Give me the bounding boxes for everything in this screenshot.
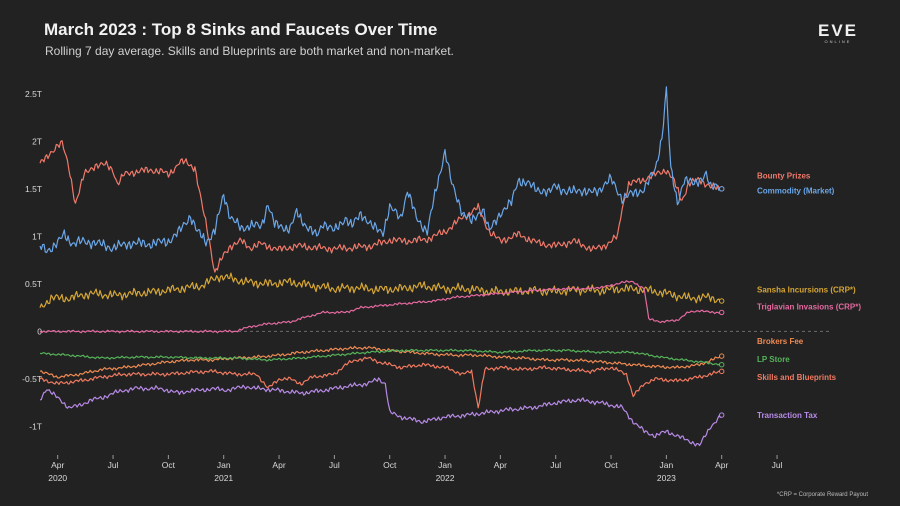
x-year-label: 2023 — [657, 473, 676, 483]
series-end-marker — [719, 353, 725, 359]
x-tick-label: Jan — [438, 460, 452, 470]
y-tick-label: 2.5T — [25, 89, 42, 99]
footnote: *CRP = Corporate Reward Payout — [776, 492, 868, 498]
x-year-label: 2020 — [48, 473, 67, 483]
y-tick-label: -0.5T — [22, 374, 42, 384]
series-end-marker — [719, 186, 725, 192]
chart-subtitle: Rolling 7 day average. Skills and Bluepr… — [45, 44, 454, 58]
x-tick-label: Jan — [660, 460, 674, 470]
series-line — [39, 356, 722, 409]
series-label: Triglavian Invasions (CRP*) — [757, 303, 861, 312]
x-year-label: 2021 — [214, 473, 233, 483]
series-end-marker — [719, 298, 725, 304]
x-tick-label: Jul — [329, 460, 340, 470]
x-tick-label: Apr — [51, 460, 64, 470]
series-line — [39, 272, 723, 308]
series-line — [39, 345, 722, 379]
x-tick-label: Oct — [604, 460, 618, 470]
x-tick-label: Apr — [494, 460, 507, 470]
x-tick-label: Oct — [383, 460, 397, 470]
series-label: LP Store — [757, 355, 790, 364]
y-tick-label: 1T — [32, 231, 42, 241]
series-end-marker — [719, 368, 725, 375]
logo-sub-text: ONLINE — [824, 39, 852, 44]
y-tick-label: -1T — [29, 421, 42, 431]
series-end-marker — [719, 361, 725, 368]
series-label: Bounty Prizes — [757, 172, 811, 181]
series-end-marker — [719, 412, 725, 418]
series-line — [39, 348, 723, 366]
x-year-label: 2022 — [436, 473, 455, 483]
eve-online-logo: EVE ONLINE — [812, 22, 864, 44]
series-line — [39, 86, 723, 254]
series-label: Skills and Blueprints — [757, 373, 837, 382]
series-label: Transaction Tax — [757, 411, 818, 420]
series-label: Commodity (Market) — [757, 187, 835, 196]
y-tick-label: 0 — [37, 326, 42, 336]
y-tick-label: 1.5T — [25, 184, 42, 194]
series-label: Sansha Incursions (CRP*) — [757, 286, 856, 295]
x-tick-label: Jul — [108, 460, 119, 470]
x-tick-label: Jul — [550, 460, 561, 470]
x-tick-label: Jan — [217, 460, 231, 470]
y-tick-label: 2T — [32, 136, 42, 146]
x-tick-label: Jul — [772, 460, 783, 470]
series-label: Brokers Fee — [757, 337, 804, 346]
chart-title: March 2023 : Top 8 Sinks and Faucets Ove… — [44, 20, 438, 39]
y-tick-label: 0.5T — [25, 279, 42, 289]
x-tick-label: Oct — [162, 460, 176, 470]
x-tick-label: Apr — [715, 460, 728, 470]
series-line — [39, 377, 723, 447]
series-end-marker — [719, 309, 725, 316]
x-tick-label: Apr — [272, 460, 285, 470]
series-line — [39, 140, 723, 273]
logo-main-text: EVE — [817, 21, 859, 40]
series-line — [39, 280, 722, 334]
